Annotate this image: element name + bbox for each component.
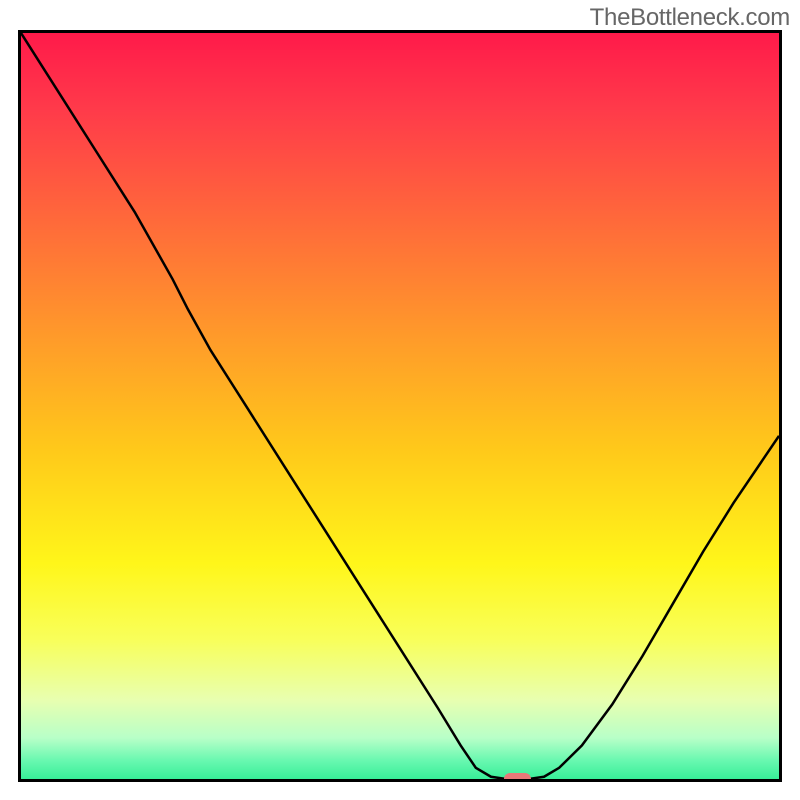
plot-area <box>18 30 782 782</box>
bottleneck-curve <box>21 33 779 779</box>
optimal-point-marker <box>504 773 531 782</box>
chart-container: TheBottleneck.com <box>0 0 800 800</box>
watermark-text: TheBottleneck.com <box>590 4 790 32</box>
